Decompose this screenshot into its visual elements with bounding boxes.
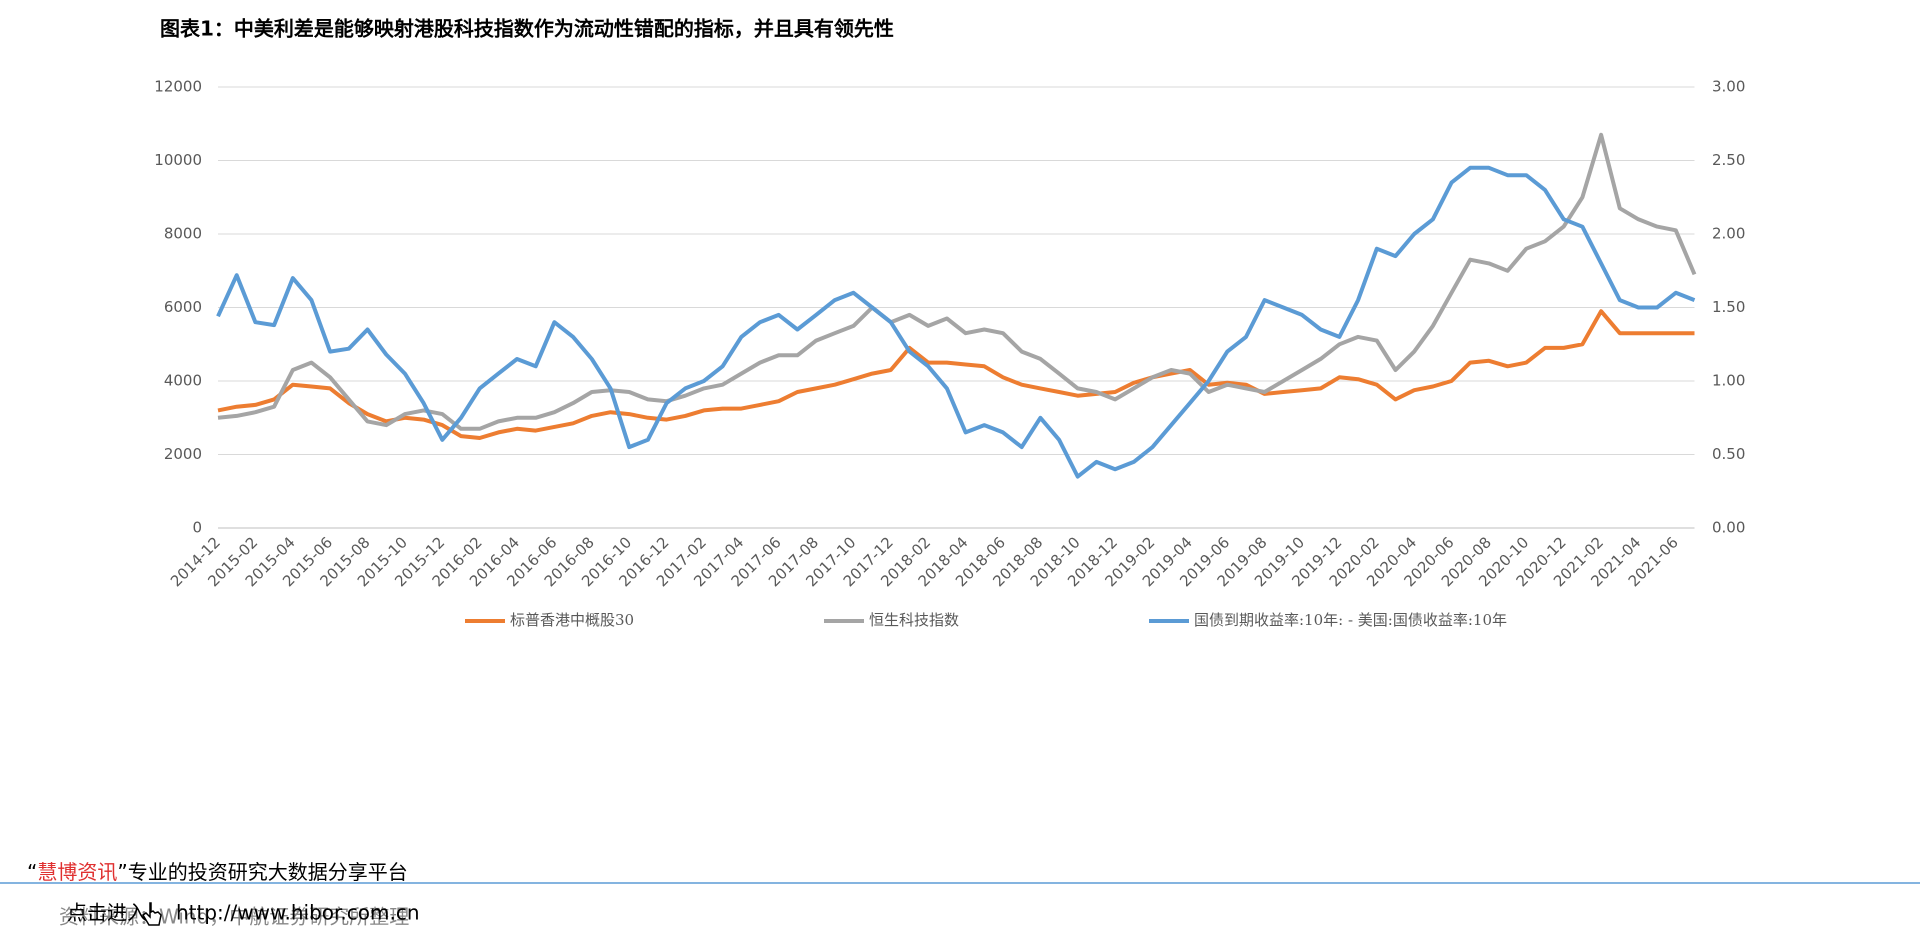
y2-tick-label: 1.00 xyxy=(1712,372,1745,390)
y-tick-label: 2000 xyxy=(164,445,202,463)
series-line xyxy=(216,165,1696,479)
hand-icon[interactable] xyxy=(141,902,162,926)
legend-label: 恒生科技指数 xyxy=(869,611,959,629)
y2-tick-label: 3.00 xyxy=(1712,78,1745,96)
y2-tick-label: 1.50 xyxy=(1712,298,1745,316)
y-tick-label: 12000 xyxy=(154,78,202,96)
chart-title: 图表1：中美利差是能够映射港股科技指数作为流动性错配的指标，并且具有领先性 xyxy=(160,17,894,41)
y-tick-label: 8000 xyxy=(164,225,202,243)
link-label[interactable]: 点击进入 xyxy=(67,901,147,925)
y-tick-label: 6000 xyxy=(164,298,202,316)
legend-label: 国债到期收益率:10年: - 美国:国债收益率:10年 xyxy=(1194,611,1507,629)
brand: 慧博资讯 xyxy=(37,860,117,884)
y2-tick-label: 0.00 xyxy=(1712,519,1745,537)
y2-tick-label: 2.00 xyxy=(1712,225,1745,243)
y2-tick-label: 2.50 xyxy=(1712,151,1745,169)
source-note: 资料来源：Wind，中航证券研究所整理 xyxy=(59,905,409,929)
y-tick-label: 0 xyxy=(192,519,202,537)
link-url[interactable]: http://www.hibor.com.cn xyxy=(176,901,420,925)
y-tick-label: 10000 xyxy=(154,151,202,169)
quote: “ xyxy=(27,860,37,884)
footer-slogan: “慧博资讯”专业的投资研究大数据分享平台 xyxy=(27,860,408,884)
y-tick-label: 4000 xyxy=(164,372,202,390)
series-line xyxy=(217,309,1695,440)
y2-tick-label: 0.50 xyxy=(1712,445,1745,463)
slogan: ”专业的投资研究大数据分享平台 xyxy=(117,860,407,884)
series-line xyxy=(217,132,1697,431)
legend-label: 标普香港中概股30 xyxy=(510,611,634,629)
